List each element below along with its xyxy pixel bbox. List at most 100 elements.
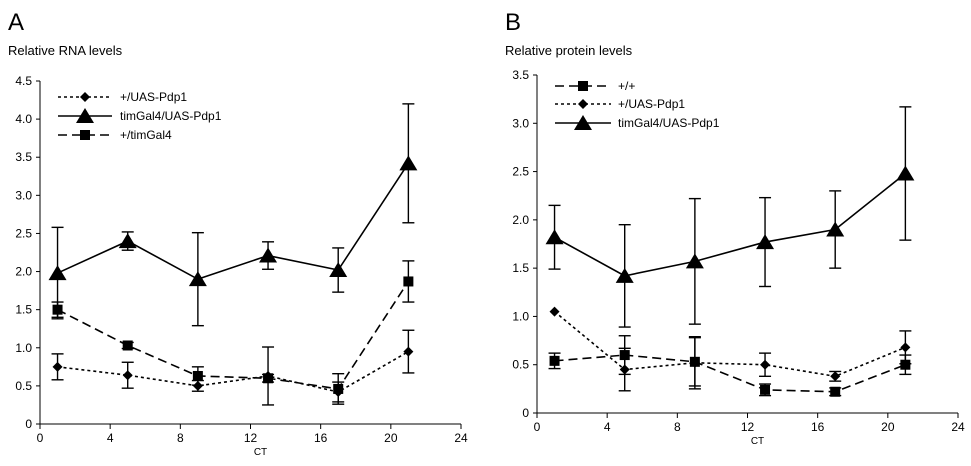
y-tick-label: 0.5 [15,379,32,393]
legend-label: +/UAS-Pdp1 [120,90,187,104]
series-line [57,281,410,390]
x-tick-label: 4 [107,431,114,445]
data-point-triangle [545,229,564,245]
series-line [57,350,409,393]
panel-label: A [8,9,24,36]
y-tick-label: 2.5 [512,165,529,179]
data-point-triangle [48,265,67,281]
data-point-square [900,359,911,370]
y-tick-label: 2.0 [15,265,32,279]
x-tick-label: 24 [951,420,965,434]
x-tick-label: 8 [674,420,681,434]
x-axis-title: CT [751,436,764,447]
data-point-triangle [259,247,278,263]
legend-label: +/+ [618,79,635,93]
data-point-triangle [399,155,418,171]
x-tick-label: 12 [244,431,258,445]
x-tick-label: 24 [454,431,468,445]
x-axis-title: CT [254,447,267,458]
y-tick-label: 3.0 [512,116,529,130]
series-- [548,335,912,397]
y-tick-label: 0 [522,406,529,420]
legend-marker-diamond [80,92,90,102]
y-tick-label: 1.0 [15,341,32,355]
x-tick-label: 0 [534,420,541,434]
data-point-square [333,383,344,394]
data-point-diamond [52,361,63,372]
data-point-triangle [615,267,634,283]
data-point-triangle [329,262,348,278]
series--uas-pdp1 [549,306,912,392]
data-point-square [263,373,274,384]
legend-entry: timGal4/UAS-Pdp1 [58,108,222,123]
series-line [57,162,410,281]
data-point-diamond [689,357,700,368]
data-point-diamond [403,346,414,357]
data-point-square [52,304,63,315]
data-point-square [403,276,414,287]
y-tick-label: 3.5 [15,150,32,164]
data-point-square [122,340,133,351]
data-point-diamond [192,380,203,391]
x-tick-label: 8 [177,431,184,445]
legend-marker-square [80,130,90,140]
legend-label: timGal4/UAS-Pdp1 [120,109,222,123]
x-tick-label: 20 [881,420,895,434]
legend-label: +/timGal4 [120,128,172,142]
y-tick-label: 4.5 [15,74,32,88]
series-line [554,172,906,277]
legend-entry: +/timGal4 [58,128,172,142]
data-point-triangle [756,234,775,250]
series-line [554,310,906,378]
y-tick-label: 1.5 [512,261,529,275]
data-point-triangle [188,271,207,287]
legend-entry: +/UAS-Pdp1 [555,97,685,111]
x-tick-label: 4 [604,420,611,434]
x-tick-label: 16 [811,420,825,434]
data-point-diamond [760,359,771,370]
x-tick-label: 0 [37,431,44,445]
y-tick-label: 3.5 [512,68,529,82]
legend-entry: timGal4/UAS-Pdp1 [555,115,720,130]
y-axis-title: Relative RNA levels [8,43,123,58]
series--uas-pdp1 [51,329,415,406]
data-point-triangle [826,221,845,237]
y-tick-label: 4.0 [15,112,32,126]
x-tick-label: 20 [384,431,398,445]
legend-entry: +/+ [555,79,635,93]
x-tick-label: 16 [314,431,328,445]
series-timgal4-uas-pdp1 [545,106,915,328]
panel-b: B Relative protein levels 0 0.5 1.0 1.5 2.0 2.5… [505,9,965,447]
data-point-triangle [896,165,915,181]
y-tick-label: 1.0 [512,309,529,323]
legend-marker-triangle [574,115,592,130]
data-point-diamond [900,342,911,353]
legend-marker-triangle [76,108,94,123]
y-tick-label: 0 [25,417,32,431]
data-point-diamond [122,370,133,381]
series--timgal4 [51,260,415,405]
y-tick-label: 2.0 [512,213,529,227]
legend-label: timGal4/UAS-Pdp1 [618,116,720,130]
y-tick-label: 0.5 [512,358,529,372]
y-tick-label: 3.0 [15,188,32,202]
data-point-triangle [118,233,137,249]
y-tick-label: 2.5 [15,226,32,240]
x-tick-label: 12 [741,420,755,434]
y-axis-title: Relative protein levels [505,43,633,58]
data-point-square [549,355,560,366]
legend-label: +/UAS-Pdp1 [618,97,685,111]
data-point-square [830,386,841,397]
legend-entry: +/UAS-Pdp1 [58,90,187,104]
data-point-square [192,370,203,381]
series-timgal4-uas-pdp1 [48,103,418,327]
data-point-triangle [685,253,704,269]
panel-label: B [505,9,521,36]
panel-a: A Relative RNA levels 0 0.5 1.0 1.5 2.0 2.5 3.0 3… [8,9,468,458]
data-point-diamond [549,306,560,317]
legend-marker-diamond [578,99,588,109]
data-point-diamond [830,371,841,382]
series-line [554,354,906,393]
y-tick-label: 1.5 [15,303,32,317]
